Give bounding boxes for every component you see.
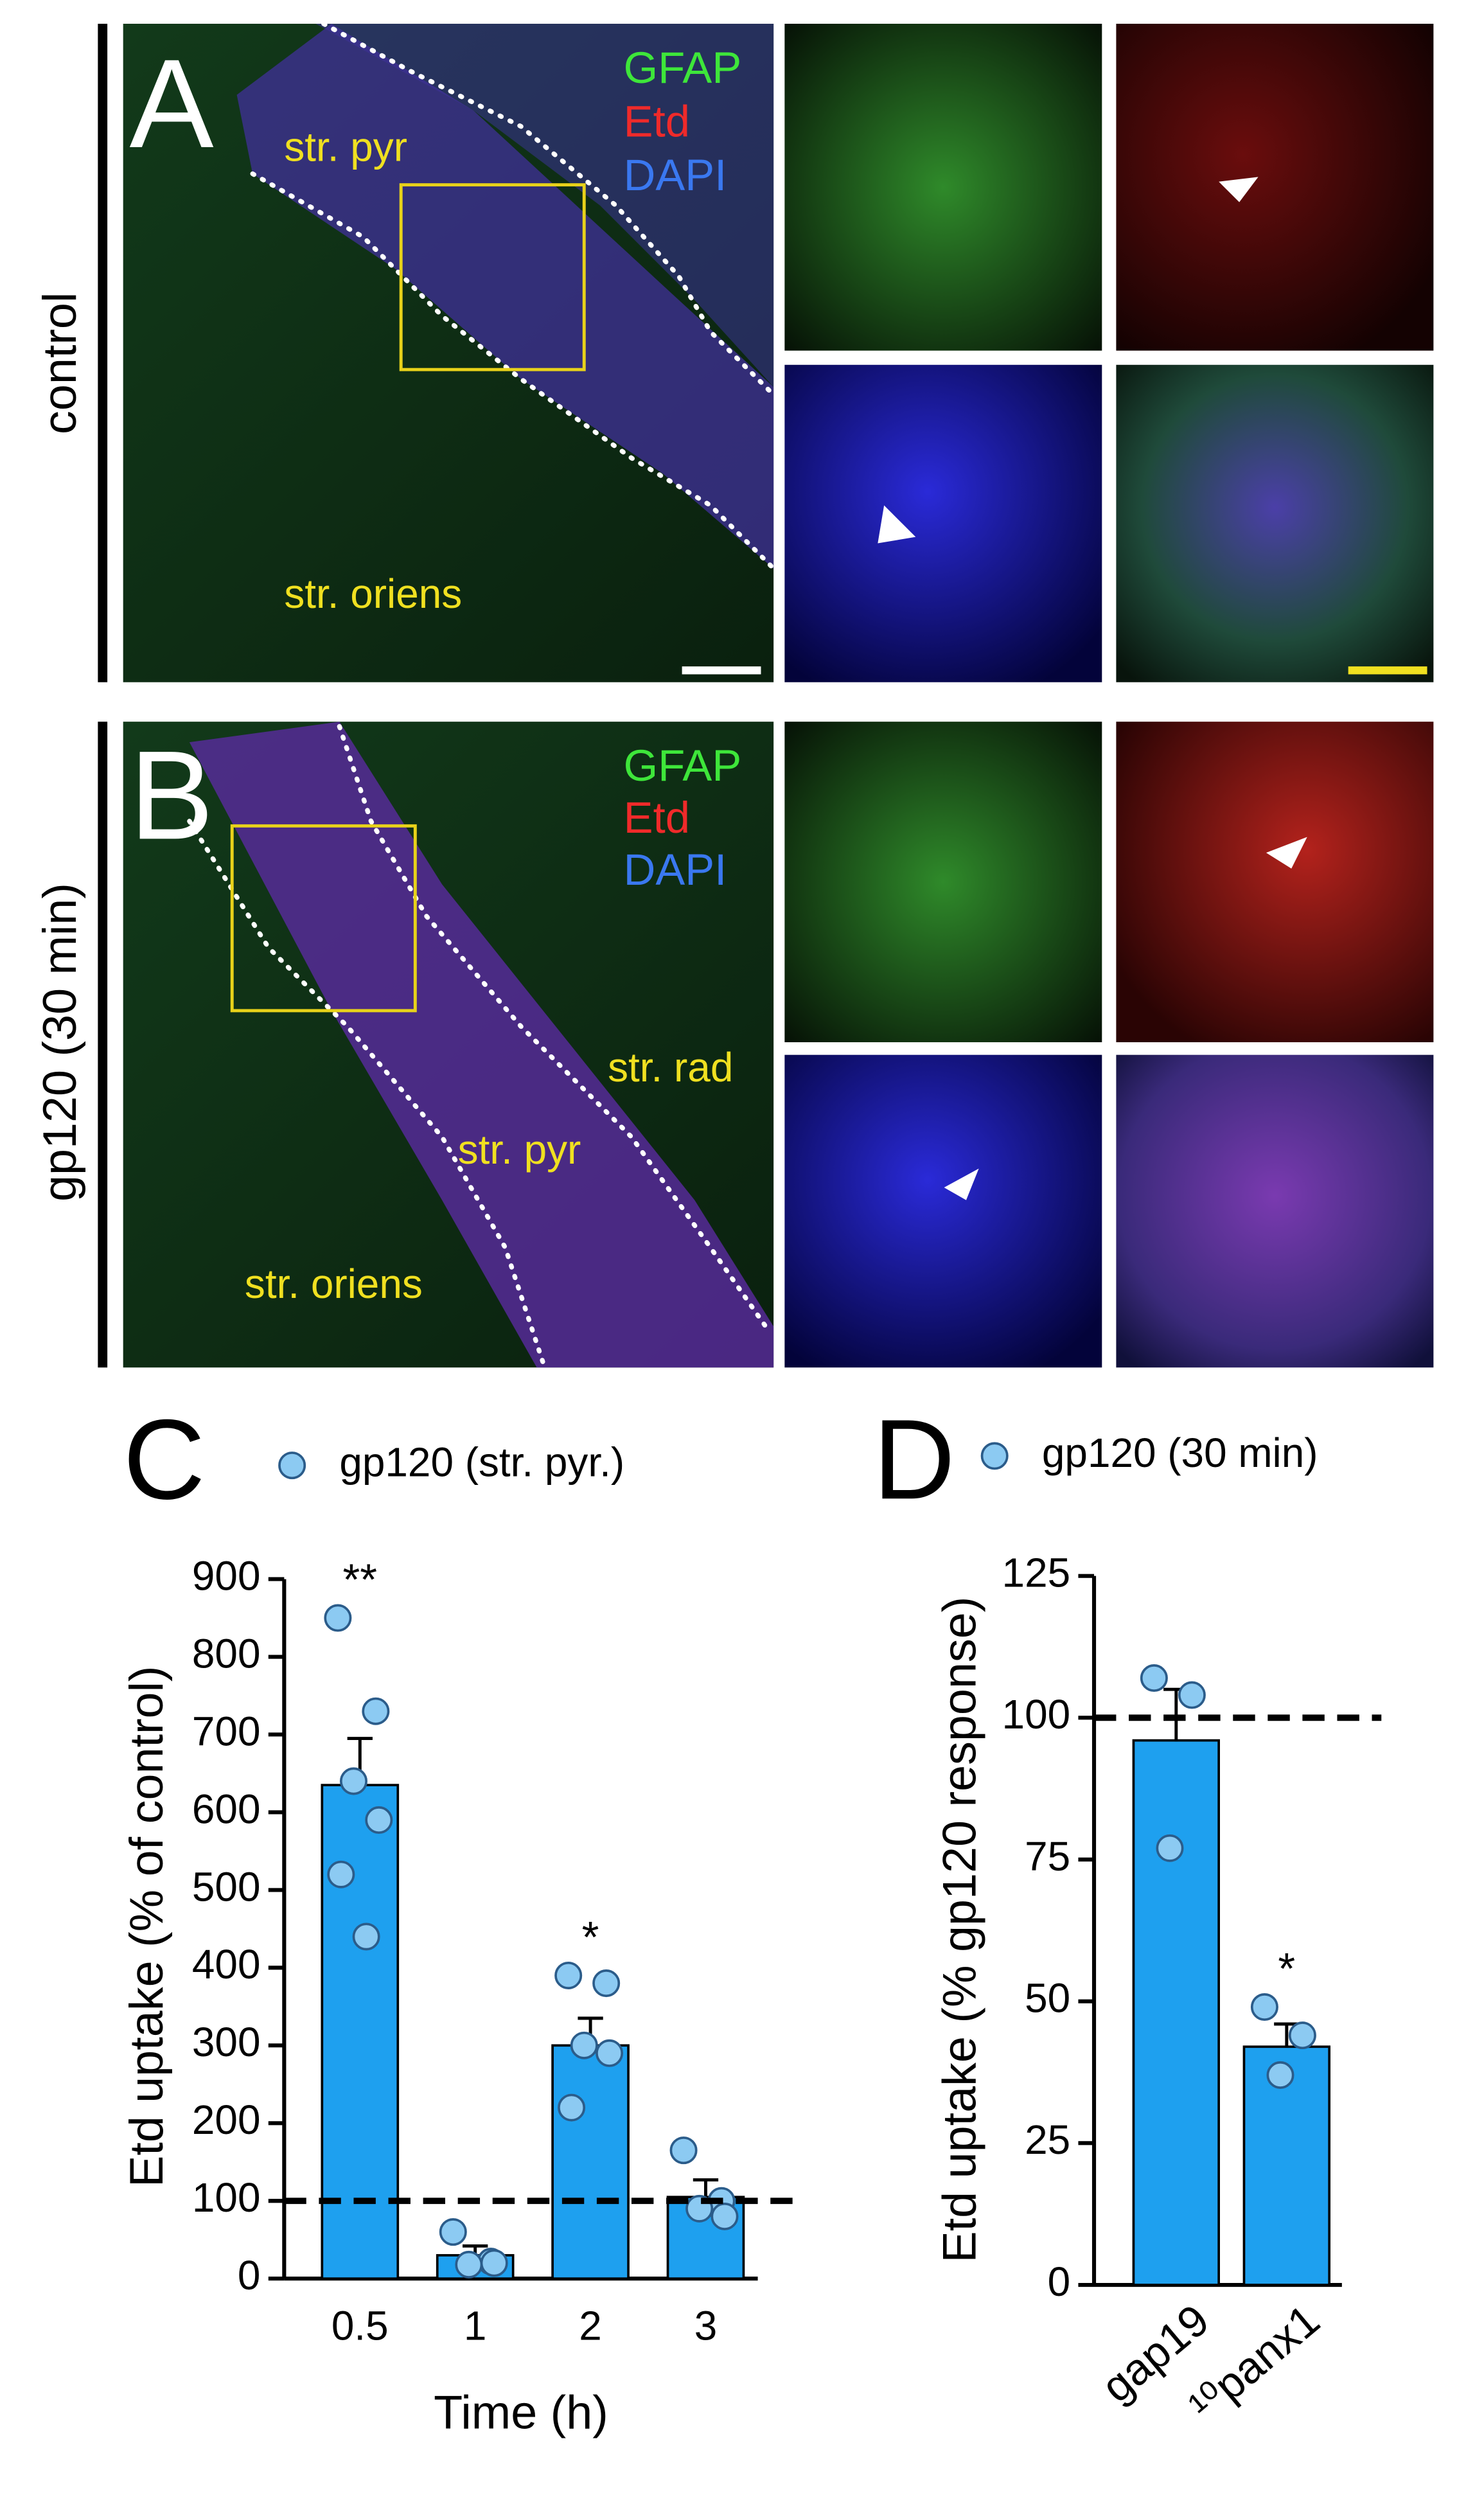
y-tick-label: 300 [192, 2019, 261, 2065]
bar [321, 1784, 400, 2280]
y-tick-label: 100 [192, 2174, 261, 2221]
data-point [1178, 1681, 1206, 1709]
region-label: str. oriens [284, 571, 462, 617]
data-point [327, 1860, 355, 1888]
y-tick-label: 400 [192, 1941, 261, 1987]
data-point [324, 1604, 352, 1632]
data-point [669, 2136, 698, 2165]
y-tick-label: 800 [192, 1630, 261, 1676]
region-label: str. rad [608, 1044, 733, 1090]
x-axis-label: Time (h) [434, 2385, 608, 2438]
data-point [455, 2250, 483, 2278]
data-point [596, 2039, 624, 2067]
significance-label: ** [343, 1555, 378, 1604]
significance-label: * [582, 1913, 599, 1962]
y-tick-label: 100 [1002, 1691, 1071, 1737]
row-label: control [33, 292, 86, 434]
y-axis-label: Etd uptake (% gp120 response) [933, 1597, 986, 2263]
y-tick-label: 500 [192, 1863, 261, 1910]
stain-label: Etd [624, 793, 690, 842]
y-tick-label: 600 [192, 1786, 261, 1832]
data-point [1156, 1834, 1184, 1862]
region-label: str. pyr [284, 123, 407, 170]
x-tick-label: 1 [464, 2303, 487, 2349]
legend-label: gp120 (str. pyr.) [339, 1439, 624, 1486]
data-point [554, 1961, 583, 1989]
legend-marker [980, 1442, 1009, 1470]
panel-letter: B [130, 724, 214, 866]
y-tick-label: 700 [192, 1708, 261, 1754]
micrographs-a [98, 21, 1434, 682]
data-point [1140, 1664, 1168, 1692]
x-tick-label: 3 [694, 2303, 718, 2349]
data-point [352, 1922, 380, 1951]
panel-letter: C [123, 1396, 206, 1523]
y-tick-label: 900 [192, 1552, 261, 1599]
panel-letter: D [873, 1396, 955, 1523]
y-tick-label: 0 [1048, 2259, 1071, 2305]
y-tick-label: 50 [1025, 1975, 1070, 2021]
error-bar [693, 2178, 719, 2198]
stain-label: DAPI [624, 150, 727, 200]
y-tick-label: 200 [192, 2097, 261, 2143]
legend-label: gp120 (30 min) [1042, 1430, 1318, 1476]
data-point [570, 2031, 598, 2059]
data-point [365, 1806, 393, 1834]
region-label: str. pyr [458, 1126, 581, 1173]
data-point [1288, 2021, 1316, 2050]
data-point [558, 2093, 586, 2122]
panel-letter: A [130, 33, 214, 174]
data-point [1250, 1993, 1278, 2021]
data-point [1266, 2061, 1294, 2089]
region-label: str. oriens [245, 1261, 423, 1307]
y-tick-label: 75 [1025, 1833, 1070, 1879]
x-tick-label: 2 [579, 2303, 602, 2349]
data-point [711, 2202, 739, 2230]
data-point [362, 1697, 390, 1725]
data-point [339, 1767, 367, 1795]
row-label: gp120 (30 min) [33, 883, 86, 1202]
y-axis-label: Etd uptake (% of control) [119, 1666, 173, 2187]
stain-label: DAPI [624, 845, 727, 894]
legend-marker [278, 1452, 306, 1480]
data-point [592, 1969, 621, 1998]
stain-label: GFAP [624, 741, 742, 790]
bar [1132, 1739, 1220, 2286]
data-point [439, 2218, 467, 2246]
y-tick-label: 25 [1025, 2117, 1070, 2163]
x-tick-label: 0.5 [331, 2303, 389, 2349]
bar [551, 2044, 630, 2280]
micrographs-b [98, 722, 1434, 1370]
data-point [480, 2249, 508, 2277]
y-tick-label: 125 [1002, 1550, 1071, 1596]
significance-label: * [1278, 1944, 1295, 1994]
y-tick-label: 0 [238, 2252, 261, 2298]
stain-label: Etd [624, 96, 690, 146]
stain-label: GFAP [624, 43, 742, 93]
